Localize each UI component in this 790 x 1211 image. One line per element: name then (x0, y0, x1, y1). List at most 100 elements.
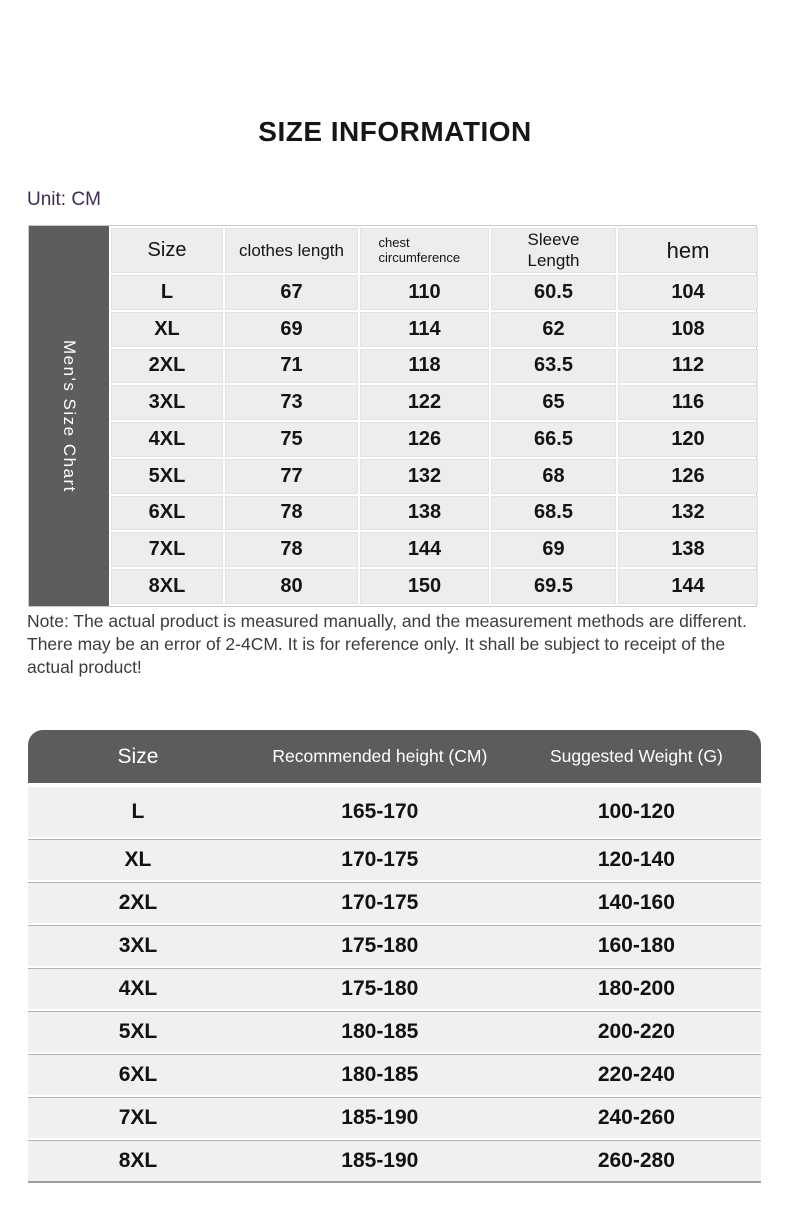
table-cell: 8XL (111, 569, 223, 604)
table-cell: 140-160 (597, 891, 675, 914)
table-cell: 170-175 (341, 848, 419, 871)
table-cell: 3XL (111, 385, 223, 421)
mens-size-chart-table: Men's Size Chart Size clothes length che… (28, 225, 760, 607)
recommendation-table-row: 4XL 175-180 180-200 (28, 968, 761, 1009)
table-header-row: Size clothes length chest circumference … (111, 228, 758, 273)
size-table-row: L 67 110 60.5 104 (111, 275, 758, 310)
table-cell: 66.5 (491, 422, 616, 457)
table-cell: 6XL (111, 495, 223, 531)
table-cell: 122 (360, 385, 489, 421)
table-cell: 118 (360, 348, 489, 384)
table-cell: 132 (360, 458, 489, 494)
recommendation-table-row: 6XL 180-185 220-240 (28, 1054, 761, 1095)
table-cell: 180-200 (597, 977, 675, 1000)
table-cell: 3XL (118, 934, 158, 957)
column-header-hem: hem (618, 228, 758, 273)
table-cell: 75 (225, 422, 358, 457)
column-header-size: Size (117, 744, 159, 768)
table-cell: 150 (360, 569, 489, 604)
table-cell: 69 (225, 311, 358, 347)
table-cell: 260-280 (597, 1149, 675, 1172)
table-cell: XL (111, 311, 223, 347)
table-cell: 5XL (111, 458, 223, 494)
table-cell: 175-180 (341, 934, 419, 957)
size-table-row: 7XL 78 144 69 138 (111, 532, 758, 568)
table-cell: 7XL (111, 532, 223, 568)
column-header-size: Size (111, 228, 223, 273)
table-cell: 67 (225, 275, 358, 310)
table-cell: 78 (225, 532, 358, 568)
table-cell: 180-185 (341, 1063, 419, 1086)
table-cell: 8XL (118, 1149, 158, 1172)
table-cell: XL (124, 848, 152, 871)
table-cell: 165-170 (341, 800, 419, 823)
size-table-row: 8XL 80 150 69.5 144 (111, 569, 758, 604)
size-table-row: 3XL 73 122 65 116 (111, 385, 758, 421)
table-cell: 69.5 (491, 569, 616, 604)
recommendation-table-body: L 165-170 100-120 XL 170-175 120-140 2XL 170-17… (28, 787, 761, 1183)
column-header-sleeve-length: Sleeve Length (491, 228, 616, 273)
recommendation-table: Size Recommended height (CM) Suggested W… (28, 730, 761, 1183)
size-table-row: 6XL 78 138 68.5 132 (111, 495, 758, 531)
table-cell: 116 (618, 385, 758, 421)
table-cell: 69 (491, 532, 616, 568)
table-cell: 77 (225, 458, 358, 494)
table-cell: 7XL (118, 1106, 158, 1129)
table-cell: 5XL (118, 1020, 158, 1043)
column-header-recommended-height: Recommended height (CM) (272, 746, 488, 766)
table-cell: 6XL (118, 1063, 158, 1086)
size-table-row: 2XL 71 118 63.5 112 (111, 348, 758, 384)
table-cell: 73 (225, 385, 358, 421)
recommendation-table-row: 5XL 180-185 200-220 (28, 1011, 761, 1052)
recommendation-table-row: XL 170-175 120-140 (28, 839, 761, 880)
size-measurements-table: Size clothes length chest circumference … (109, 226, 760, 606)
table-cell: 138 (618, 532, 758, 568)
table-cell: 144 (618, 569, 758, 604)
table-cell: 63.5 (491, 348, 616, 384)
recommendation-table-row: 2XL 170-175 140-160 (28, 882, 761, 923)
column-header-clothes-length: clothes length (225, 228, 358, 273)
recommendation-table-row: 7XL 185-190 240-260 (28, 1097, 761, 1138)
table-cell: 175-180 (341, 977, 419, 1000)
size-table-row: 4XL 75 126 66.5 120 (111, 422, 758, 457)
size-table-row: XL 69 114 62 108 (111, 311, 758, 347)
column-header-chest-circumference: chest circumference (360, 228, 489, 273)
column-header-suggested-weight: Suggested Weight (G) (549, 746, 723, 766)
table-cell: 185-190 (341, 1149, 419, 1172)
table-cell: 220-240 (597, 1063, 675, 1086)
table-cell: 185-190 (341, 1106, 419, 1129)
table-cell: 80 (225, 569, 358, 604)
table-cell: 144 (360, 532, 489, 568)
table-cell: 160-180 (597, 934, 675, 957)
table-cell: 68 (491, 458, 616, 494)
size-table-row: 5XL 77 132 68 126 (111, 458, 758, 494)
recommendation-table-row: L 165-170 100-120 (28, 787, 761, 837)
table-cell: 2XL (118, 891, 158, 914)
table-cell: 62 (491, 311, 616, 347)
table-cell: 120-140 (597, 848, 675, 871)
table-cell: 104 (618, 275, 758, 310)
table-cell: 132 (618, 495, 758, 531)
table-cell: 71 (225, 348, 358, 384)
table-cell: 108 (618, 311, 758, 347)
table-cell: 112 (618, 348, 758, 384)
table-cell: 4XL (111, 422, 223, 457)
table-cell: 200-220 (597, 1020, 675, 1043)
table-cell: L (111, 275, 223, 310)
table-cell: 110 (360, 275, 489, 310)
table-cell: 100-120 (597, 800, 675, 823)
table-cell: 68.5 (491, 495, 616, 531)
table-cell: 120 (618, 422, 758, 457)
table-cell: 138 (360, 495, 489, 531)
table-cell: 240-260 (597, 1106, 675, 1129)
table-cell: 78 (225, 495, 358, 531)
table-cell: 4XL (118, 977, 158, 1000)
unit-label: Unit: CM (27, 189, 101, 210)
table-cell: 126 (618, 458, 758, 494)
table-cell: 114 (360, 311, 489, 347)
table-cell: 126 (360, 422, 489, 457)
mens-size-chart-side-label: Men's Size Chart (29, 226, 109, 606)
table-cell: 170-175 (341, 891, 419, 914)
table-cell: 180-185 (341, 1020, 419, 1043)
table-cell: L (131, 800, 145, 823)
